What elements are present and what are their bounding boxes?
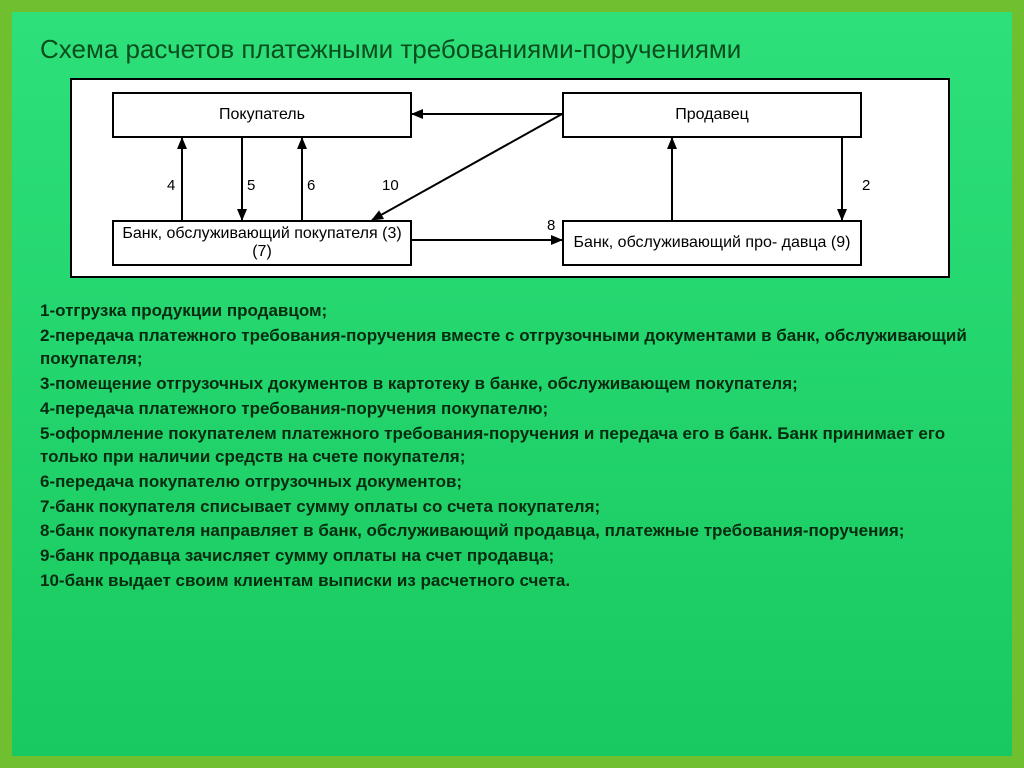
slide: Схема расчетов платежными требованиями-п… (0, 0, 1024, 768)
node-seller: Продавец (562, 92, 862, 138)
edge-label-e10: 10 (382, 177, 399, 194)
edge-label-e5: 5 (247, 177, 255, 194)
legend-line-1: 1-отгрузка продукции продавцом; (40, 300, 984, 323)
edge-label-e4: 4 (167, 177, 175, 194)
node-seller_bank: Банк, обслуживающий про- давца (9) (562, 220, 862, 266)
legend-line-10: 10-банк выдает своим клиентам выписки из… (40, 570, 984, 593)
legend-line-6: 6-передача покупателю отгрузочных докуме… (40, 471, 984, 494)
node-buyer: Покупатель (112, 92, 412, 138)
legend-line-5: 5-оформление покупателем платежного треб… (40, 423, 984, 469)
legend-line-9: 9-банк продавца зачисляет сумму оплаты н… (40, 545, 984, 568)
legend-line-4: 4-передача платежного требования-поручен… (40, 398, 984, 421)
edge-label-e8: 8 (547, 217, 555, 234)
edge-label-e6: 6 (307, 177, 315, 194)
legend: 1-отгрузка продукции продавцом;2-передач… (40, 300, 984, 595)
diagram-canvas: 14561028 ПокупательПродавецБанк, обслужи… (70, 78, 950, 278)
node-buyer_bank: Банк, обслуживающий покупателя (3) (7) (112, 220, 412, 266)
legend-line-2: 2-передача платежного требования-поручен… (40, 325, 984, 371)
legend-line-8: 8-банк покупателя направляет в банк, обс… (40, 520, 984, 543)
legend-line-3: 3-помещение отгрузочных документов в кар… (40, 373, 984, 396)
slide-title: Схема расчетов платежными требованиями-п… (40, 34, 741, 65)
edge-label-e2: 2 (862, 177, 870, 194)
legend-line-7: 7-банк покупателя списывает сумму оплаты… (40, 496, 984, 519)
